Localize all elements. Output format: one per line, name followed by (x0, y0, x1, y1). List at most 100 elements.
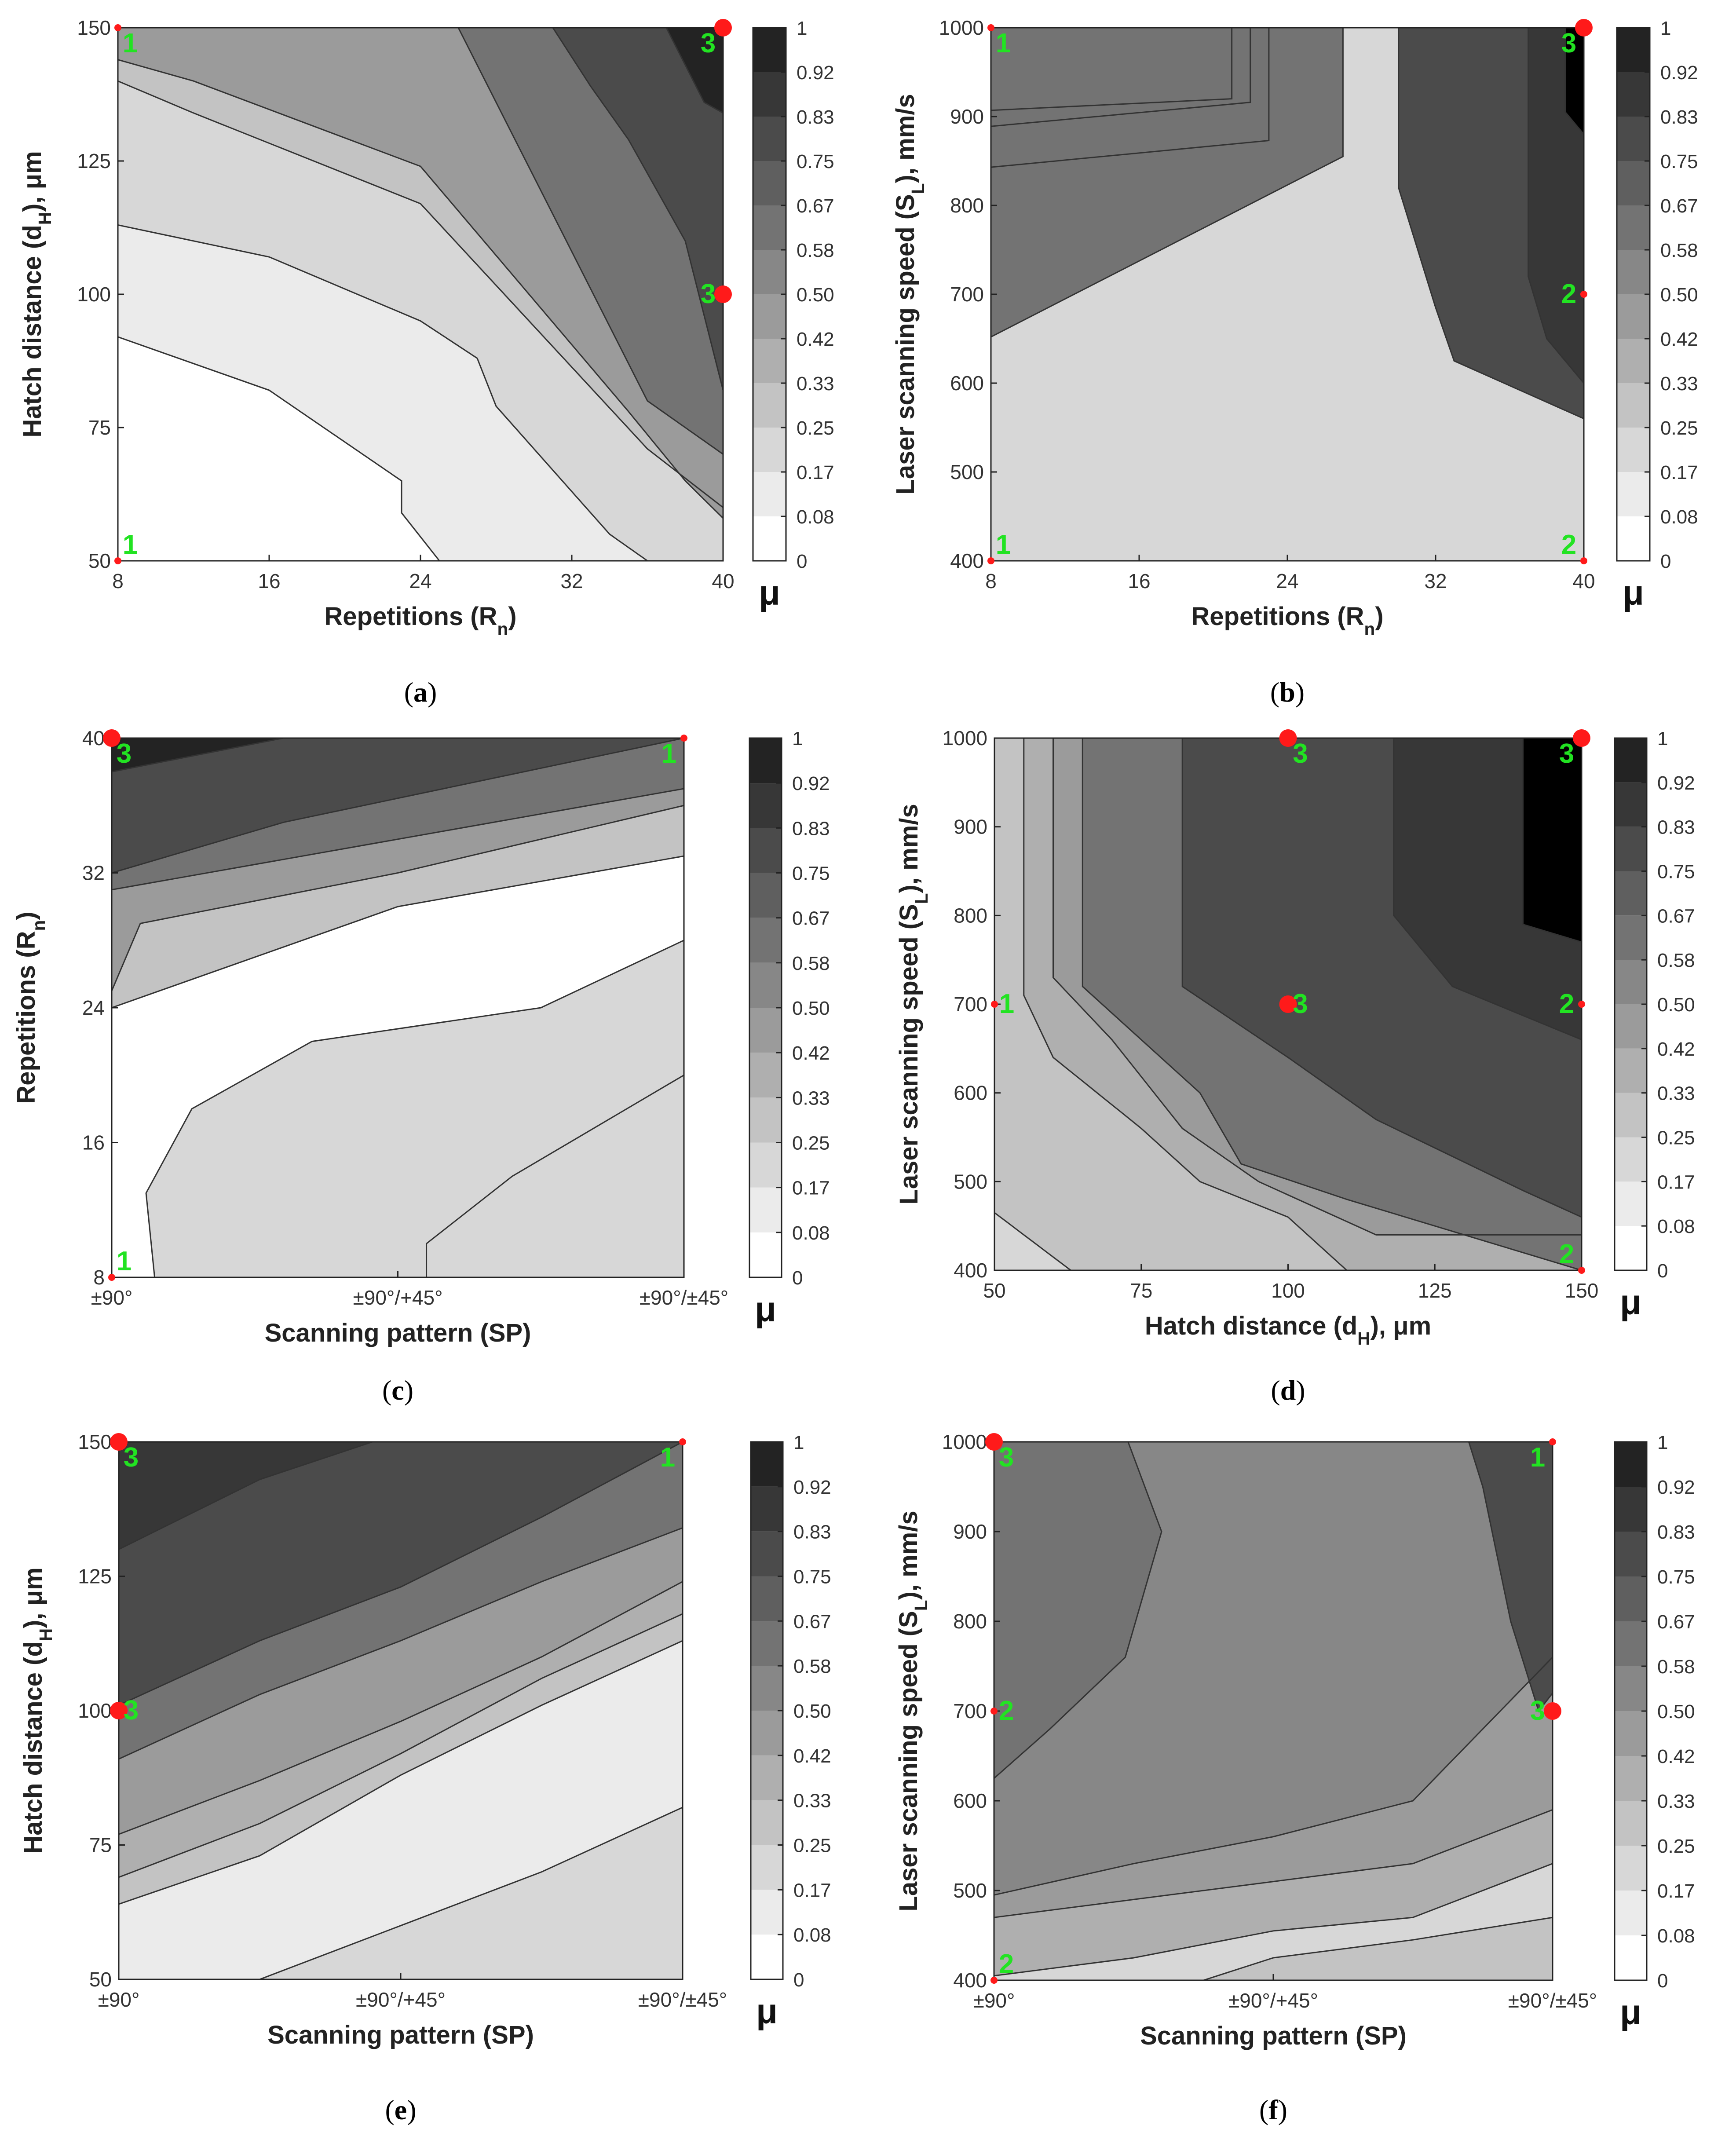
colorbar-swatch (751, 1935, 783, 1979)
y-tick-label: 800 (954, 904, 987, 927)
colorbar-swatch (1617, 205, 1650, 250)
y-tick-label: 150 (78, 1430, 112, 1453)
x-tick-label: 24 (1276, 570, 1298, 592)
colorbar: 0 0.08 0.17 0.25 0.33 0.42 0.50 0.58 0.67 0.75 0.8… (1616, 18, 1698, 612)
colorbar-swatch (749, 783, 782, 828)
colorbar-tick-label: 0 (1657, 1260, 1668, 1282)
contour-line (1398, 28, 1584, 420)
design-point-marker (1279, 995, 1297, 1013)
colorbar: 0 0.08 0.17 0.25 0.33 0.42 0.50 0.58 0.67 0.75 0.8… (750, 1432, 831, 2031)
colorbar-tick-label: 0.58 (792, 953, 830, 974)
colorbar-swatch (749, 738, 782, 783)
contour-plot-area (994, 1442, 1553, 1980)
colorbar-tick-label: 0.75 (1657, 861, 1695, 883)
y-tick-label: 900 (950, 105, 984, 128)
design-point-label: 2 (1561, 279, 1576, 309)
colorbar-tick-label: 0.17 (1657, 1171, 1695, 1193)
colorbar-tick-label: 0.33 (797, 373, 834, 395)
colorbar: 0 0.08 0.17 0.25 0.33 0.42 0.50 0.58 0.67 0.75 0.8… (752, 18, 834, 612)
x-tick-label: 40 (1572, 570, 1595, 592)
colorbar-swatch (753, 472, 786, 516)
contour-line (269, 1074, 684, 1277)
design-point-marker (110, 1702, 128, 1719)
y-tick-label: 150 (77, 16, 111, 39)
colorbar-swatch (751, 1486, 783, 1532)
colorbar-swatch (753, 117, 786, 161)
y-tick-label: 100 (78, 1699, 112, 1722)
y-tick-label: 900 (953, 1520, 987, 1543)
y-tick-label: 700 (950, 283, 984, 306)
colorbar-tick-label: 0.58 (1657, 1656, 1695, 1678)
contour-region (146, 940, 684, 1277)
contour-line (1522, 738, 1582, 943)
colorbar-swatch (1615, 1756, 1647, 1801)
design-point-label: 3 (1293, 739, 1308, 769)
design-point-label: 1 (996, 530, 1011, 560)
contour-plot-area (112, 738, 684, 1277)
colorbar-swatch (1617, 28, 1650, 72)
colorbar-tick-label: 0.42 (792, 1042, 830, 1064)
design-point-label: 1 (117, 1246, 132, 1276)
colorbar-swatch (1615, 738, 1647, 783)
panel-caption: (b) (1270, 677, 1305, 708)
design-point-label: 1 (660, 1442, 675, 1473)
colorbar-swatch (751, 1800, 783, 1845)
contour-line (118, 80, 723, 508)
x-tick-label: ±90° (98, 1988, 140, 2011)
colorbar-swatch (749, 828, 782, 873)
contour-line (119, 1640, 683, 1905)
colorbar-tick-label: 0.67 (1657, 905, 1695, 927)
colorbar-tick-label: 0.67 (792, 908, 830, 929)
contour-line (994, 1809, 1553, 1918)
design-point-label: 1 (123, 28, 138, 59)
colorbar-swatch (1615, 1576, 1647, 1621)
colorbar-tick-label: 0.42 (797, 329, 834, 350)
y-tick-label: 40 (82, 727, 105, 750)
y-tick-label: 800 (950, 194, 984, 217)
design-point-marker (991, 1001, 998, 1008)
design-point-label: 2 (999, 1949, 1014, 1979)
colorbar-tick-label: 0.75 (1657, 1566, 1695, 1588)
colorbar-tick-label: 0 (1657, 1970, 1668, 1992)
colorbar-tick-label: 0.92 (1657, 1477, 1695, 1498)
colorbar-tick-label: 0.83 (797, 106, 834, 128)
contour-region (1565, 28, 1584, 135)
contour-line (991, 28, 1344, 338)
colorbar-swatch (753, 294, 786, 339)
x-tick-label: 100 (1271, 1279, 1305, 1302)
design-point-label: 1 (999, 989, 1014, 1019)
colorbar-swatch (1615, 1048, 1647, 1093)
colorbar-swatch (749, 1232, 782, 1277)
colorbar: 0 0.08 0.17 0.25 0.33 0.42 0.50 0.58 0.67 0.75 0.8… (749, 728, 830, 1329)
colorbar-tick-label: 1 (797, 18, 807, 39)
contour-line (1564, 28, 1584, 135)
contour-line (119, 1442, 373, 1550)
colorbar-tick-label: 0.17 (793, 1880, 831, 1901)
colorbar-tick-label: 0.42 (793, 1745, 831, 1767)
colorbar-swatch (1615, 1801, 1647, 1846)
colorbar-tick-label: 0.58 (793, 1656, 831, 1677)
design-point-marker (1580, 557, 1587, 564)
y-tick-label: 700 (954, 993, 987, 1016)
colorbar-tick-label: 0.83 (1657, 1521, 1695, 1543)
contour-line (118, 336, 440, 561)
colorbar-swatch (1615, 1487, 1647, 1532)
colorbar-swatch (751, 1711, 783, 1755)
design-point-label: 2 (1559, 1239, 1574, 1269)
x-tick-label: 8 (985, 570, 997, 592)
design-point-marker (714, 285, 732, 303)
colorbar-swatch (1615, 1004, 1647, 1049)
colorbar-swatch (1615, 1442, 1647, 1487)
panel-caption: (e) (385, 2094, 416, 2125)
colorbar-swatch (1615, 1093, 1647, 1137)
chart-panel-a: 8 16 24 32 40 50 75 100 125 150 Repetitions (Rn) Ha… (18, 16, 834, 708)
colorbar-swatch (1617, 117, 1650, 161)
design-point-marker (1544, 1702, 1561, 1720)
colorbar-tick-label: 0.75 (792, 863, 830, 885)
colorbar-mu-label: μ (759, 573, 780, 612)
colorbar-tick-label: 0.92 (792, 773, 830, 794)
colorbar-swatch (751, 1621, 783, 1666)
colorbar-tick-label: 0.92 (793, 1477, 831, 1498)
colorbar-swatch (1617, 383, 1650, 428)
